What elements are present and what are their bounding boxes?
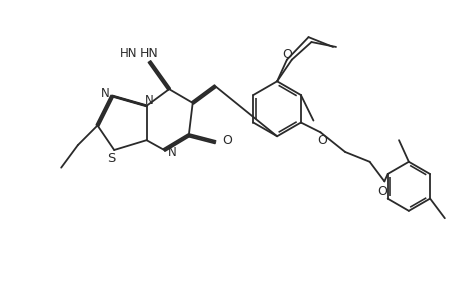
Text: O: O bbox=[281, 48, 291, 61]
Text: O: O bbox=[222, 134, 231, 147]
Text: O: O bbox=[317, 134, 327, 147]
Text: O: O bbox=[377, 185, 386, 198]
Text: HN: HN bbox=[140, 47, 158, 60]
Text: N: N bbox=[145, 94, 154, 107]
Text: S: S bbox=[107, 152, 115, 165]
Text: N: N bbox=[168, 146, 176, 159]
Text: HN: HN bbox=[120, 47, 137, 60]
Text: N: N bbox=[101, 87, 110, 100]
